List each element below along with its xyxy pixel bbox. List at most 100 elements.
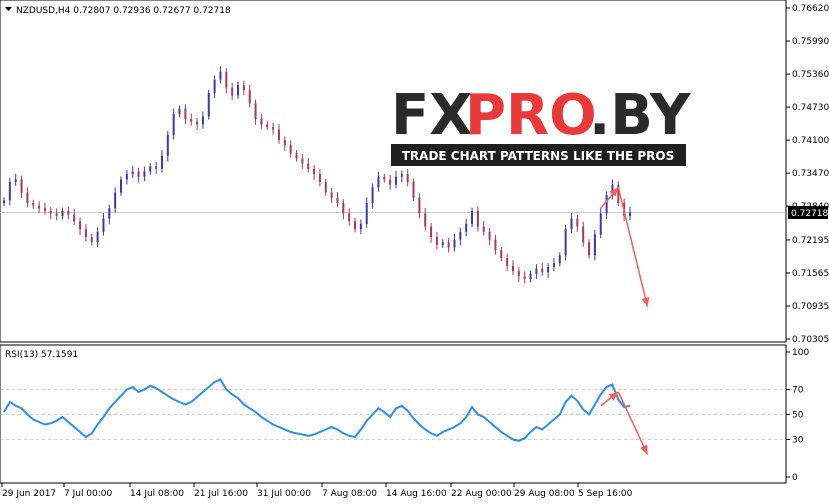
price-candle-body (617, 184, 620, 203)
price-candle-body (248, 90, 251, 104)
price-candle-body (418, 197, 421, 214)
price-axis: 0.76620 0.75990 0.75360 0.74730 0.74100 0.734… (786, 4, 829, 345)
price-candle-body (108, 208, 111, 219)
price-candle-body (260, 119, 263, 125)
price-tick-label: 0.74730 (792, 103, 829, 113)
price-candle-body (500, 250, 503, 259)
price-candle-body (406, 174, 409, 183)
price-candle-body (476, 210, 479, 227)
price-candle-body (447, 242, 450, 248)
price-candle-body (599, 213, 602, 235)
price-candle-body (593, 234, 596, 256)
price-candle-body (441, 242, 444, 245)
price-candle-body (219, 71, 222, 80)
price-candle-body (143, 171, 146, 177)
price-candle-body (20, 179, 23, 193)
price-candle-body (67, 210, 70, 215)
price-candle-body (611, 184, 614, 196)
time-tick-label: 31 Jul 00:00 (257, 489, 311, 499)
price-candle-body (576, 218, 579, 227)
price-candle-body (79, 221, 82, 230)
time-tick-label: 7 Aug 08:00 (322, 489, 377, 499)
time-tick-label: 14 Aug 16:00 (386, 489, 447, 499)
price-candle-body (535, 268, 538, 274)
rsi-axis: 100 70 50 30 0 (786, 348, 809, 483)
price-candle-body (272, 126, 275, 130)
price-candle-body (552, 263, 555, 267)
time-tick-label: 5 Sep 16:00 (578, 489, 633, 499)
price-candle-body (3, 200, 5, 203)
time-tick-label: 22 Aug 00:00 (451, 489, 512, 499)
price-tick-label: 0.74100 (792, 136, 829, 146)
price-candle-body (90, 237, 93, 243)
price-candle-body (588, 242, 591, 256)
watermark-logo: FX PRO .BY TRADE CHART PATTERNS LIKE THE… (391, 83, 692, 166)
price-candle-body (8, 182, 11, 201)
price-candle-body (55, 213, 58, 217)
price-tick-label: 0.71565 (792, 269, 829, 279)
price-candle-body (511, 265, 514, 272)
price-candle-body (237, 85, 240, 96)
price-candle-body (430, 226, 433, 238)
price-candle-body (383, 176, 386, 180)
price-candle-body (295, 153, 298, 159)
rsi-forecast-arrow-head (640, 444, 648, 455)
time-tick-label: 29 Jun 2017 (2, 489, 56, 499)
price-candle-body (114, 192, 117, 209)
logo-part-by: .BY (589, 83, 692, 148)
price-candle-body (120, 179, 123, 193)
price-candle-body (558, 255, 561, 264)
price-tick-label: 0.75360 (792, 70, 829, 80)
price-forecast-arrow (617, 187, 649, 307)
price-candle-body (465, 223, 468, 232)
price-candle-body (289, 145, 292, 154)
price-candle-body (313, 168, 316, 175)
price-candle-body (435, 237, 438, 245)
price-tick-label: 0.76620 (792, 4, 829, 14)
price-candles (3, 66, 650, 307)
price-candle-body (371, 187, 374, 203)
time-tick-label: 29 Aug 08:00 (514, 489, 575, 499)
price-candle-body (582, 226, 585, 243)
price-candle-body (254, 103, 257, 120)
rsi-line (3, 378, 631, 442)
price-candle-body (324, 182, 327, 193)
chart-dropdown-icon[interactable] (5, 7, 12, 11)
price-candle-body (342, 202, 345, 214)
price-candle-body (73, 214, 76, 222)
price-candle-body (330, 192, 333, 198)
rsi-forecast-arrow (617, 391, 649, 455)
price-candle-body (38, 205, 41, 209)
price-candle-body (377, 176, 380, 188)
price-candle-body (172, 113, 175, 135)
price-candle-body (394, 176, 397, 185)
price-candle-body (365, 202, 368, 224)
price-candle-body (389, 179, 392, 185)
price-candle-body (336, 197, 339, 203)
price-candle-body (61, 210, 64, 217)
rsi-series (3, 378, 649, 455)
time-tick-label: 7 Jul 00:00 (64, 489, 113, 499)
price-candle-body (570, 218, 573, 230)
price-tick-label: 0.72195 (792, 236, 829, 246)
price-candle-body (605, 195, 608, 214)
price-chart-title: NZDUSD,H4 0.72807 0.72936 0.72677 0.7271… (16, 6, 231, 16)
price-candle-body (184, 108, 187, 120)
price-tick-label: 0.75990 (792, 37, 829, 47)
rsi-forecast-arrow-head (608, 392, 619, 401)
current-price-label: 0.72718 (791, 209, 828, 219)
logo-tagline-bar (391, 144, 686, 166)
price-tick-label: 0.70305 (792, 335, 829, 345)
price-candle-body (213, 79, 216, 93)
price-candle-body (629, 212, 631, 217)
price-candle-body (348, 213, 351, 222)
price-candle-body (49, 210, 52, 214)
price-candle-body (231, 87, 234, 96)
rsi-title: RSI(13) 57.1591 (5, 350, 78, 360)
price-tick-label: 0.70935 (792, 302, 829, 312)
price-candle-body (43, 208, 46, 211)
rsi-tick-label: 50 (792, 411, 804, 421)
price-tick-label: 0.73470 (792, 169, 829, 179)
logo-part-fx: FX (391, 83, 472, 148)
